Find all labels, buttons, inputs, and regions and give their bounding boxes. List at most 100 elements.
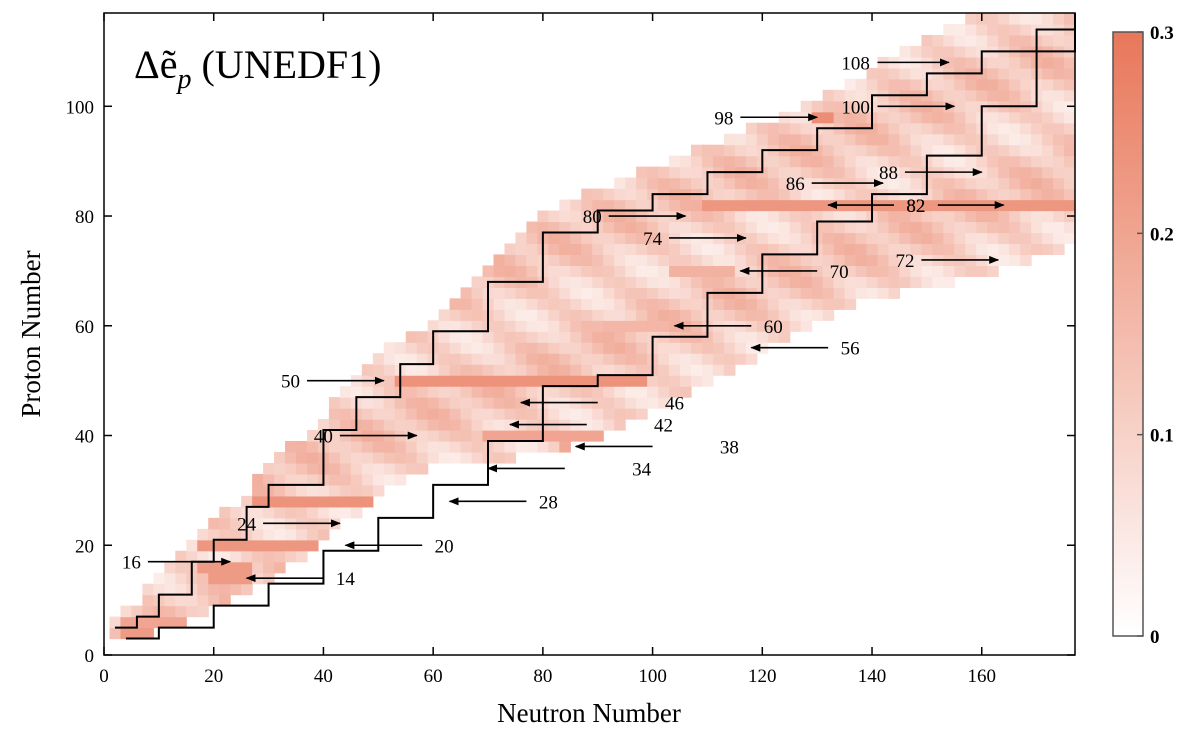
heatmap-cell [1053,210,1065,223]
heatmap-cell [548,441,560,453]
heatmap-cell [416,342,429,354]
heatmap-cell [350,473,363,486]
heatmap-cell [416,441,429,453]
heatmap-cell [197,528,209,541]
heatmap-cell [317,495,330,508]
heatmap-cell [987,78,999,91]
heatmap-cell [625,265,637,277]
heatmap-cell [1064,144,1076,157]
heatmap-cell [932,89,944,102]
heatmap-cell [427,441,440,453]
heatmap-cell [1020,144,1032,157]
heatmap-cell [636,265,648,277]
heatmap-cell [296,484,308,497]
heatmap-cell [877,122,890,135]
heatmap-cell [515,320,528,332]
heatmap-cell [493,298,506,310]
heatmap-cell [701,144,714,157]
heatmap-cell [438,364,451,376]
annotation-label: 100 [841,97,870,118]
heatmap-cell [965,210,977,223]
heatmap-cell [471,408,484,420]
heatmap-cell [285,451,297,464]
y-tick-label: 40 [75,427,94,448]
heatmap-cell [383,451,396,464]
heatmap-cell [252,517,264,530]
annotation-label: 14 [336,569,356,590]
annotation-label: 74 [643,229,663,250]
heatmap-cell [811,276,824,288]
heatmap-cell [767,232,780,245]
heatmap-cell [405,386,418,398]
heatmap-cell [559,265,571,277]
heatmap-cell [680,177,692,190]
heatmap-cell [636,287,648,299]
heatmap-cell [669,309,681,321]
heatmap-cell [625,331,637,343]
heatmap-cell [625,320,637,332]
heatmap-cell [383,408,396,420]
heatmap-cell [855,144,868,157]
heatmap-cell [723,210,736,223]
heatmap-cell [976,78,988,91]
heatmap-cell [1053,133,1065,146]
heatmap-cell [427,430,440,442]
heatmap-cell [471,441,484,453]
heatmap-cell [460,419,473,431]
heatmap-cell [636,342,648,354]
heatmap-cell [230,528,242,541]
heatmap-cell [438,441,451,453]
heatmap-cell [263,506,275,519]
heatmap-cell [658,177,670,190]
heatmap-cell [921,221,933,234]
heatmap-cell [690,298,703,310]
heatmap-cell [745,122,758,135]
heatmap-cell [712,243,725,256]
colorbar-gradient [1112,31,1144,637]
heatmap-cell [526,309,538,321]
heatmap-cell [844,166,857,179]
heatmap-cell [767,309,780,321]
heatmap-cell [1053,111,1065,124]
heatmap-cell [987,67,999,80]
heatmap-cell [965,188,977,201]
heatmap-cell [833,232,846,245]
heatmap-cell [1042,111,1054,124]
heatmap-cell [778,210,791,223]
heatmap-cell [285,495,297,508]
heatmap-cell [603,364,615,376]
heatmap-cell [592,331,604,343]
heatmap-cell [778,287,791,299]
heatmap-cell [526,364,538,376]
heatmap-cell [745,320,758,332]
heatmap-cell [965,89,977,102]
heatmap-cell [998,67,1010,80]
heatmap-cell [471,451,484,464]
heatmap-cell [515,342,528,354]
heatmap-cell [427,451,440,464]
heatmap-cell [614,243,626,256]
heatmap-cell [855,111,868,124]
heatmap-cell [669,221,681,234]
heatmap-cell [339,397,352,409]
heatmap-cell [745,353,758,365]
heatmap-cell [647,386,659,398]
heatmap-cell [449,364,462,376]
heatmap-cell [767,254,780,267]
heatmap-cell [767,298,780,310]
heatmap-cell [537,364,549,376]
heatmap-cell [1009,221,1021,234]
x-tick-label: 40 [314,666,333,687]
heatmap-cell [438,342,451,354]
heatmap-cell [526,320,538,332]
heatmap-cell [405,408,418,420]
heatmap-cell [482,364,495,376]
heatmap-cell [899,155,912,168]
heatmap-cell [987,210,999,223]
heatmap-cell [1042,166,1054,179]
heatmap-cell [943,111,955,124]
heatmap-cell [712,254,725,267]
heatmap-cell [910,144,922,157]
heatmap-cell [658,320,670,332]
heatmap-cell [372,408,385,420]
